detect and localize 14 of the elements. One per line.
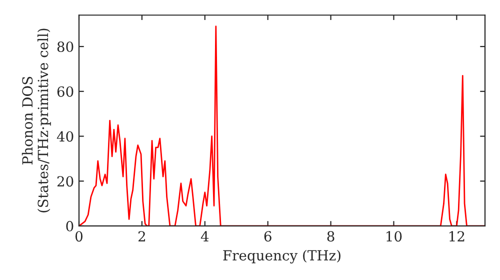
y-tick-label: 80 bbox=[57, 41, 74, 52]
x-tick-label: 2 bbox=[138, 231, 145, 242]
x-tick-label: 12 bbox=[450, 231, 464, 242]
x-tick-label: 8 bbox=[327, 231, 334, 242]
y-tick-label: 20 bbox=[57, 176, 74, 187]
x-tick-label: 6 bbox=[264, 231, 272, 242]
x-tick-label: 10 bbox=[386, 231, 402, 242]
x-tick-label: 0 bbox=[75, 231, 82, 242]
x-tick-label: 4 bbox=[200, 231, 209, 242]
y-axis-title: Phonon DOS (States/THz·primitive cell) bbox=[22, 28, 51, 212]
y-tick-label: 60 bbox=[57, 86, 74, 97]
y-tick-label: 0 bbox=[66, 220, 74, 232]
y-tick-label: 40 bbox=[56, 131, 74, 142]
x-axis-title: Frequency (THz) bbox=[223, 250, 340, 264]
